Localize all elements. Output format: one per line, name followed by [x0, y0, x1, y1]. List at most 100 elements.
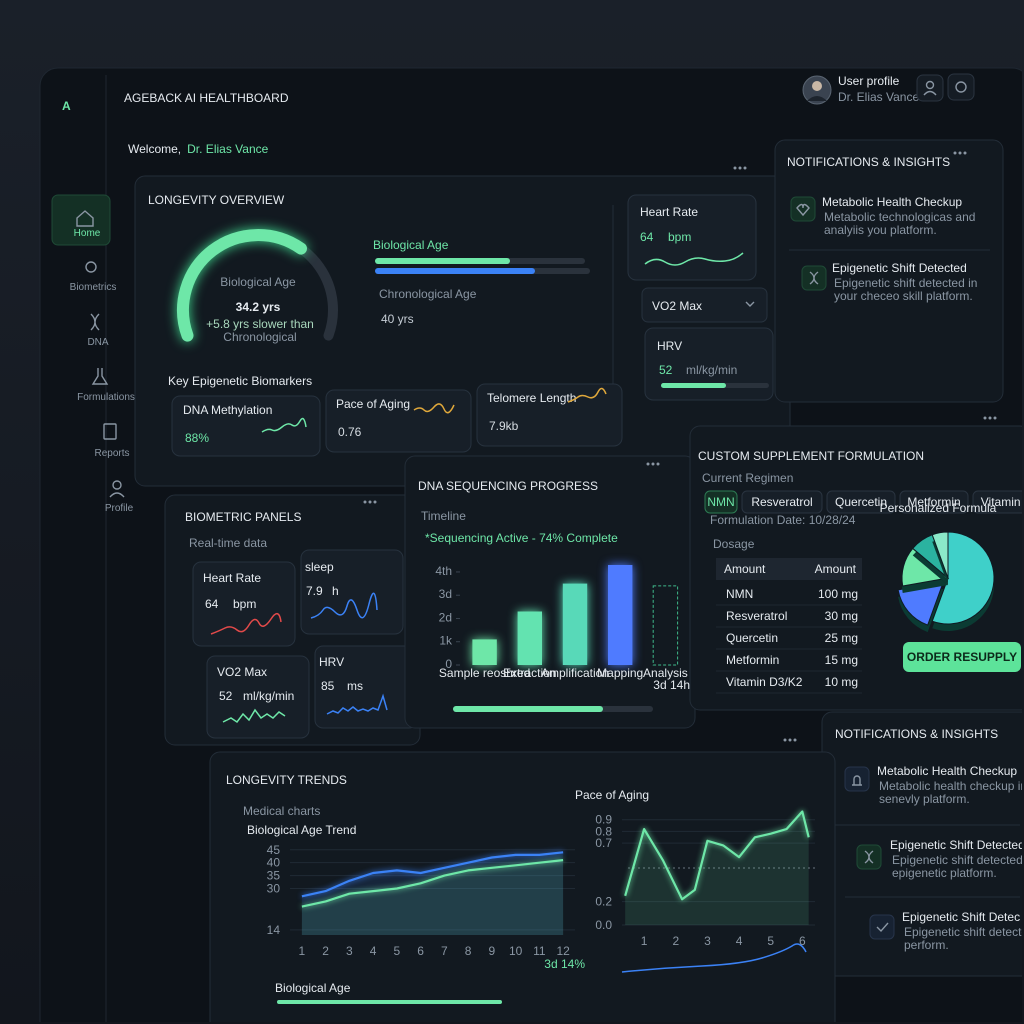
sparkline — [621, 943, 807, 973]
table-header-cell: Amount — [815, 562, 857, 576]
chip[interactable] — [741, 490, 823, 514]
chrono-label: Chronological Age — [379, 287, 477, 301]
line — [301, 859, 564, 908]
notification-text: epigenetic platform. — [892, 866, 997, 880]
chip[interactable] — [899, 490, 969, 514]
bar-fill — [661, 383, 726, 388]
nav-item[interactable]: Reports — [94, 448, 129, 459]
table-cell: 30 mg — [825, 609, 858, 623]
sparkline — [326, 693, 388, 715]
biomarker-value: 7.9kb — [489, 419, 519, 433]
bell-icon — [852, 775, 862, 786]
sparkline — [413, 403, 455, 414]
area — [301, 852, 564, 935]
bar — [562, 583, 588, 665]
x-tick-label: 5 — [767, 934, 774, 948]
y-tick-label: 30 — [267, 882, 281, 896]
biomarker-label: Pace of Aging — [336, 397, 410, 411]
x-tick-label: Amplification — [541, 666, 609, 680]
user-label: User profile — [838, 74, 900, 88]
line — [624, 810, 810, 901]
settings-button[interactable] — [947, 73, 975, 101]
menu-dots — [783, 738, 797, 742]
metric-card — [300, 549, 404, 635]
hrv-unit: ml/kg/min — [686, 363, 737, 377]
biometrics-icon — [85, 261, 97, 273]
y-tick-label: 1k — [439, 634, 453, 648]
x-tick-label: 6 — [799, 934, 806, 948]
progress-fill — [453, 706, 603, 712]
dna-icon — [864, 850, 874, 864]
metric-label: HRV — [319, 655, 344, 669]
formulation-date: Formulation Date: 10/28/24 — [710, 513, 856, 527]
chip-label: NMN — [707, 495, 734, 509]
x-tick-label: Mapping — [597, 666, 643, 680]
chart-title: Biological Age Trend — [247, 823, 356, 837]
notification-text: Epigenetic shift detected in — [892, 853, 1024, 867]
user-name: Dr. Elias Vance — [838, 90, 919, 104]
notification-title: Metabolic Health Checkup — [822, 195, 962, 209]
vo2-dropdown[interactable] — [641, 287, 768, 323]
x-tick-label: 12 — [556, 944, 570, 958]
menu-dots — [363, 500, 377, 504]
bio-label: Biological Age — [373, 238, 449, 252]
nav-active[interactable] — [51, 194, 111, 246]
order-button[interactable] — [903, 642, 1021, 672]
x-tick-label: 6 — [417, 944, 424, 958]
notification-title: Epigenetic Shift Detected — [890, 838, 1024, 852]
welcome: Welcome, Dr. Elias Vance — [128, 142, 269, 156]
gauge-label: Biological Age — [220, 275, 296, 289]
chips: NMN Resveratrol Quercetin Metformin Vitamin … — [704, 490, 1024, 514]
biomarker-label: DNA Methylation — [183, 403, 272, 417]
table-cell: 15 mg — [825, 653, 858, 667]
heart-unit: bpm — [668, 230, 691, 244]
table-cell: Quercetin — [726, 631, 778, 645]
card-title: CUSTOM SUPPLEMENT FORMULATION — [698, 449, 924, 463]
notification-title: Epigenetic Shift Detec — [902, 910, 1020, 924]
x-tick-label: 3 — [346, 944, 353, 958]
card-title: LONGEVITY OVERVIEW — [148, 193, 285, 207]
notification-title: Metabolic Health Checkup — [877, 764, 1017, 778]
metric-unit: bpm — [233, 597, 256, 611]
reports-icon — [103, 423, 117, 440]
line — [301, 851, 564, 898]
card-subtitle: Current Regimen — [702, 471, 793, 485]
x-tick-label: 11 — [533, 944, 546, 958]
card-title: BIOMETRIC PANELS — [185, 510, 301, 524]
heart-card — [627, 194, 757, 281]
x-tick-label: 4 — [736, 934, 743, 948]
metric-value: 85 — [321, 679, 335, 693]
sparkline — [644, 252, 744, 266]
chip[interactable] — [972, 490, 1024, 514]
order-button-label[interactable]: ORDER RESUPPLY — [907, 650, 1017, 664]
bar — [607, 564, 633, 665]
nav-item[interactable]: Profile — [105, 503, 134, 514]
notifications-card — [774, 139, 1004, 403]
x-tick-label: 2 — [672, 934, 679, 948]
notification-title: Epigenetic Shift Detected — [832, 261, 967, 275]
notification-text: Epigenetic shift detected in — [834, 276, 977, 290]
gauge-note: +5.8 yrs slower than — [206, 317, 314, 331]
check-icon — [876, 922, 889, 933]
biomarker-value: 0.76 — [338, 425, 362, 439]
chip[interactable] — [704, 490, 738, 514]
nav-item[interactable]: Biometrics — [70, 282, 117, 293]
nav-item[interactable]: Home — [74, 228, 101, 239]
welcome-name: Dr. Elias Vance — [187, 142, 268, 156]
x-tick-label: Analysis — [643, 666, 688, 680]
card-subtitle: Real-time data — [189, 536, 267, 550]
chip[interactable] — [826, 490, 896, 514]
metric-unit: h — [332, 584, 339, 598]
heart-label: Heart Rate — [640, 205, 698, 219]
pie-slice — [931, 531, 949, 579]
section-title: Key Epigenetic Biomarkers — [168, 374, 312, 388]
nav-item[interactable]: DNA — [87, 337, 108, 348]
nav-item[interactable]: Formulations — [77, 392, 135, 403]
y-tick-label: 2d — [439, 610, 452, 624]
y-tick-label: 4th — [435, 564, 452, 578]
menu-dots — [953, 151, 967, 155]
table-cell: Resveratrol — [726, 609, 787, 623]
metric-label: sleep — [305, 560, 334, 574]
table-cell: NMN — [726, 587, 753, 601]
table-cell: 25 mg — [825, 631, 858, 645]
